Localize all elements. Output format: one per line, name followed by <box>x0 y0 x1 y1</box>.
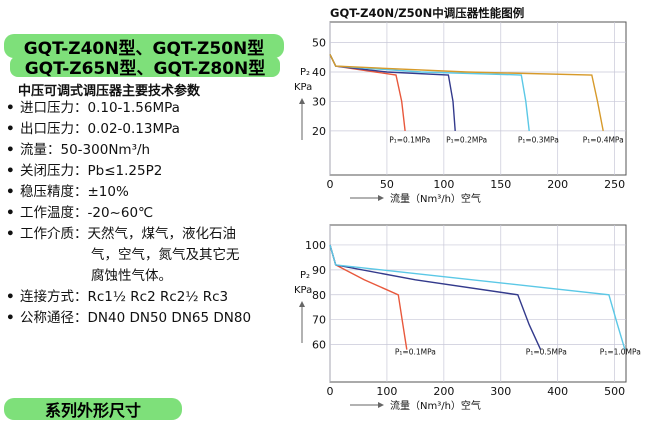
y-tick-label: 80 <box>312 289 326 302</box>
y-tick-label: 70 <box>312 314 326 327</box>
y-axis-label: P₂ <box>300 270 310 281</box>
x-tick-label: 150 <box>490 178 511 191</box>
x-tick-label: 0 <box>327 178 334 191</box>
specs-list: 进口压力：0.10-1.56MPa 出口压力：0.02-0.13MPa 流量：5… <box>6 98 296 329</box>
y-axis-arrowhead <box>299 301 305 307</box>
y-tick-label: 60 <box>312 339 326 352</box>
y-axis-unit: KPa <box>294 82 312 93</box>
x-tick-label: 0 <box>327 385 334 398</box>
y-axis-unit: KPa <box>294 285 312 296</box>
y-tick-label: 100 <box>305 239 326 252</box>
chart-frame <box>329 21 627 176</box>
spec-item: 连接方式：Rc1½ Rc2 Rc2½ Rc3 <box>6 287 296 308</box>
series-label: P₁=0.4MPa <box>583 136 624 145</box>
x-tick-label: 100 <box>376 385 397 398</box>
model-badge-line2: GQT-Z65N型、GQT-Z80N型 <box>10 56 280 79</box>
series-line <box>329 244 542 350</box>
series-label: P₁=0.2MPa <box>446 136 487 145</box>
series-line <box>329 54 530 131</box>
series-label: P₁=1.0MPa <box>600 348 641 357</box>
spec-item: 流量：50-300Nm³/h <box>6 140 296 161</box>
x-tick-label: 100 <box>433 178 454 191</box>
series-line <box>329 244 626 350</box>
spec-item: 公称通径：DN40 DN50 DN65 DN80 <box>6 308 296 329</box>
x-axis-label: 流量（Nm³/h）空气 <box>390 399 481 412</box>
x-tick-label: 250 <box>604 178 625 191</box>
series-label: P₁=0.1MPa <box>395 348 436 357</box>
spec-item-continued: 腐蚀性气体。 <box>91 268 172 284</box>
x-axis-arrowhead <box>378 402 384 408</box>
specs-title: 中压可调式调压器主要技术参数 <box>18 84 201 99</box>
series-line <box>329 244 408 350</box>
series-label: P₁=0.1MPa <box>389 136 430 145</box>
model-badge-line1: GQT-Z40N型、GQT-Z50N型 <box>4 34 284 59</box>
y-tick-label: 40 <box>312 66 326 79</box>
spec-item: 进口压力：0.10-1.56MPa <box>6 98 296 119</box>
y-axis-arrowhead <box>299 98 305 104</box>
x-tick-label: 400 <box>547 385 568 398</box>
series-line <box>329 54 604 132</box>
x-tick-label: 200 <box>547 178 568 191</box>
spec-item: 关闭压力：Pb≤1.25P2 <box>6 161 296 182</box>
x-tick-label: 50 <box>380 178 394 191</box>
y-tick-label: 50 <box>312 37 326 50</box>
series-label: P₁=0.3MPa <box>518 136 559 145</box>
spec-item: 工作温度：-20~60℃ <box>6 203 296 224</box>
spec-item: 工作介质：天然气，煤气，液化石油 <box>6 224 296 245</box>
x-axis-arrowhead <box>378 195 384 201</box>
series-label: P₁=0.5MPa <box>526 348 567 357</box>
y-tick-label: 90 <box>312 264 326 277</box>
x-axis-label: 流量（Nm³/h）空气 <box>390 192 481 205</box>
chart-title: GQT-Z40N/Z50N中调压器性能图例 <box>330 6 525 20</box>
section-badge: 系列外形尺寸 <box>4 398 182 420</box>
x-tick-label: 200 <box>433 385 454 398</box>
y-tick-label: 30 <box>312 95 326 108</box>
chart-frame <box>329 224 627 383</box>
series-line <box>329 54 456 131</box>
y-tick-label: 20 <box>312 125 326 138</box>
spec-item-continued: 气，空气，氮气及其它无 <box>91 247 240 263</box>
spec-item: 稳压精度：±10% <box>6 182 296 203</box>
x-tick-label: 300 <box>490 385 511 398</box>
spec-item: 出口压力：0.02-0.13MPa <box>6 119 296 140</box>
y-axis-label: P₂ <box>300 67 310 78</box>
x-tick-label: 500 <box>604 385 625 398</box>
